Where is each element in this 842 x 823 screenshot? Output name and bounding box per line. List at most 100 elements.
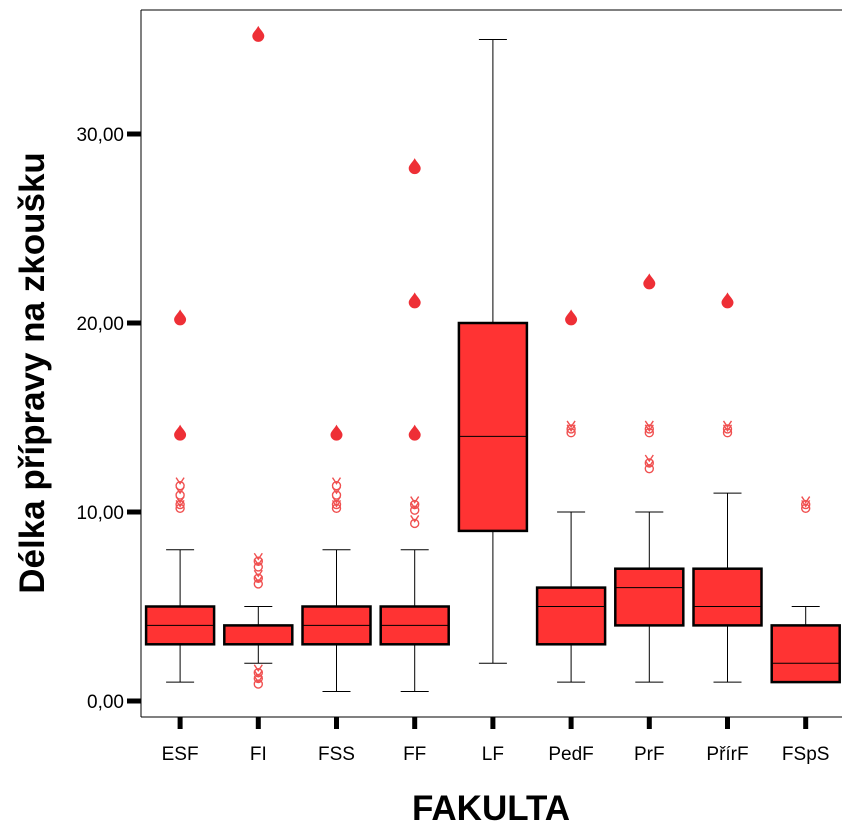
outlier-tick [175,477,185,485]
outlier-circle [175,490,185,500]
outlier-point [331,499,342,514]
outlier-circle [253,562,263,572]
outlier-circle [331,499,342,510]
outlier-point [566,420,576,434]
y-tick-label: 10,00 [76,503,124,524]
outlier-circle [644,458,654,468]
y-tick-label: 0,00 [87,692,124,713]
outlier-tick [801,496,811,504]
extreme-point [174,424,187,441]
outlier-point [175,477,185,491]
outlier-point [253,552,263,566]
outlier-circle [410,518,420,529]
outlier-tick [410,515,420,523]
x-tick-label: FSS [318,744,355,765]
x-tick-label: PedF [548,744,593,765]
outlier-circle [175,499,185,510]
outlier-circle [644,463,654,474]
outlier-point [722,420,733,434]
outlier-point [644,424,654,438]
x-tick-label: FSpS [782,744,830,765]
outlier-tick [644,424,654,432]
outlier-tick [253,552,263,561]
outlier-circle [644,424,654,434]
outlier-circle [175,480,185,491]
outlier-circle [801,499,811,510]
outlier-circle [566,428,576,438]
box-FSpS [770,606,841,684]
box-FF [379,549,450,693]
boxes-layer [144,39,841,693]
box-LF [457,39,529,664]
outlier-circle [566,424,576,434]
outlier-circle [331,503,342,514]
outlier-circle [253,673,263,684]
x-tick-label: PřírF [706,744,748,765]
extreme-point [408,292,421,309]
iqr-box [692,567,763,627]
iqr-box [223,624,294,646]
x-tick-label: ESF [162,744,199,765]
box-FI [223,606,294,664]
outlier-tick [331,499,342,508]
outlier-circle [253,679,263,689]
outlier-point [801,499,811,514]
outlier-circle [331,480,342,491]
y-axis-title: Délka přípravy na zkoušku [13,152,52,594]
x-tick-label: PrF [634,744,665,765]
iqr-box [614,567,685,627]
outlier-point [801,496,811,510]
outlier-point [253,664,263,678]
extreme-point [565,309,578,326]
outlier-point [253,569,263,583]
outlier-circle [253,573,263,583]
y-axis: 0,00 10,00 20,00 30,00 [76,125,141,713]
extreme-point [252,25,265,42]
y-tick-label: 20,00 [76,314,124,335]
iqr-box [770,624,841,684]
extreme-point [330,424,343,441]
outlier-point [331,477,342,491]
outlier-tick [644,454,654,463]
outlier-circle [722,424,733,434]
outlier-circle [175,503,185,514]
extreme-point [721,292,734,309]
iqr-box [535,586,607,646]
extreme-point [174,309,187,326]
x-tick-label: FF [403,744,426,765]
extreme-point [408,158,421,175]
x-axis-title: FAKULTA [412,789,570,823]
outlier-tick [175,499,185,508]
x-tick-label: LF [482,744,504,765]
outlier-circle [410,505,420,515]
box-PřírF [692,492,763,683]
outlier-circle [801,503,811,514]
outlier-point [644,420,654,434]
outlier-point [644,454,654,468]
outlier-circle [410,499,420,510]
box-FSS [301,549,372,693]
outlier-point [722,424,733,438]
outlier-circle [253,668,263,678]
outlier-tick [722,420,733,429]
outlier-circle [644,428,654,438]
outlier-tick [253,569,263,578]
outlier-tick [566,424,576,432]
outlier-circle [253,579,263,589]
outliers-layer [174,25,811,689]
extreme-point [408,424,421,441]
outlier-circle [331,490,342,500]
outlier-tick [410,496,420,504]
outlier-tick [722,424,733,432]
box-PedF [535,511,607,683]
iqr-box [457,321,529,533]
box-ESF [144,549,216,683]
extreme-point [643,273,656,290]
outlier-circle [722,428,733,438]
outlier-tick [801,499,811,508]
outlier-tick [253,664,263,673]
outlier-tick [566,420,576,429]
outlier-tick [331,477,342,485]
outlier-circle [253,556,263,566]
